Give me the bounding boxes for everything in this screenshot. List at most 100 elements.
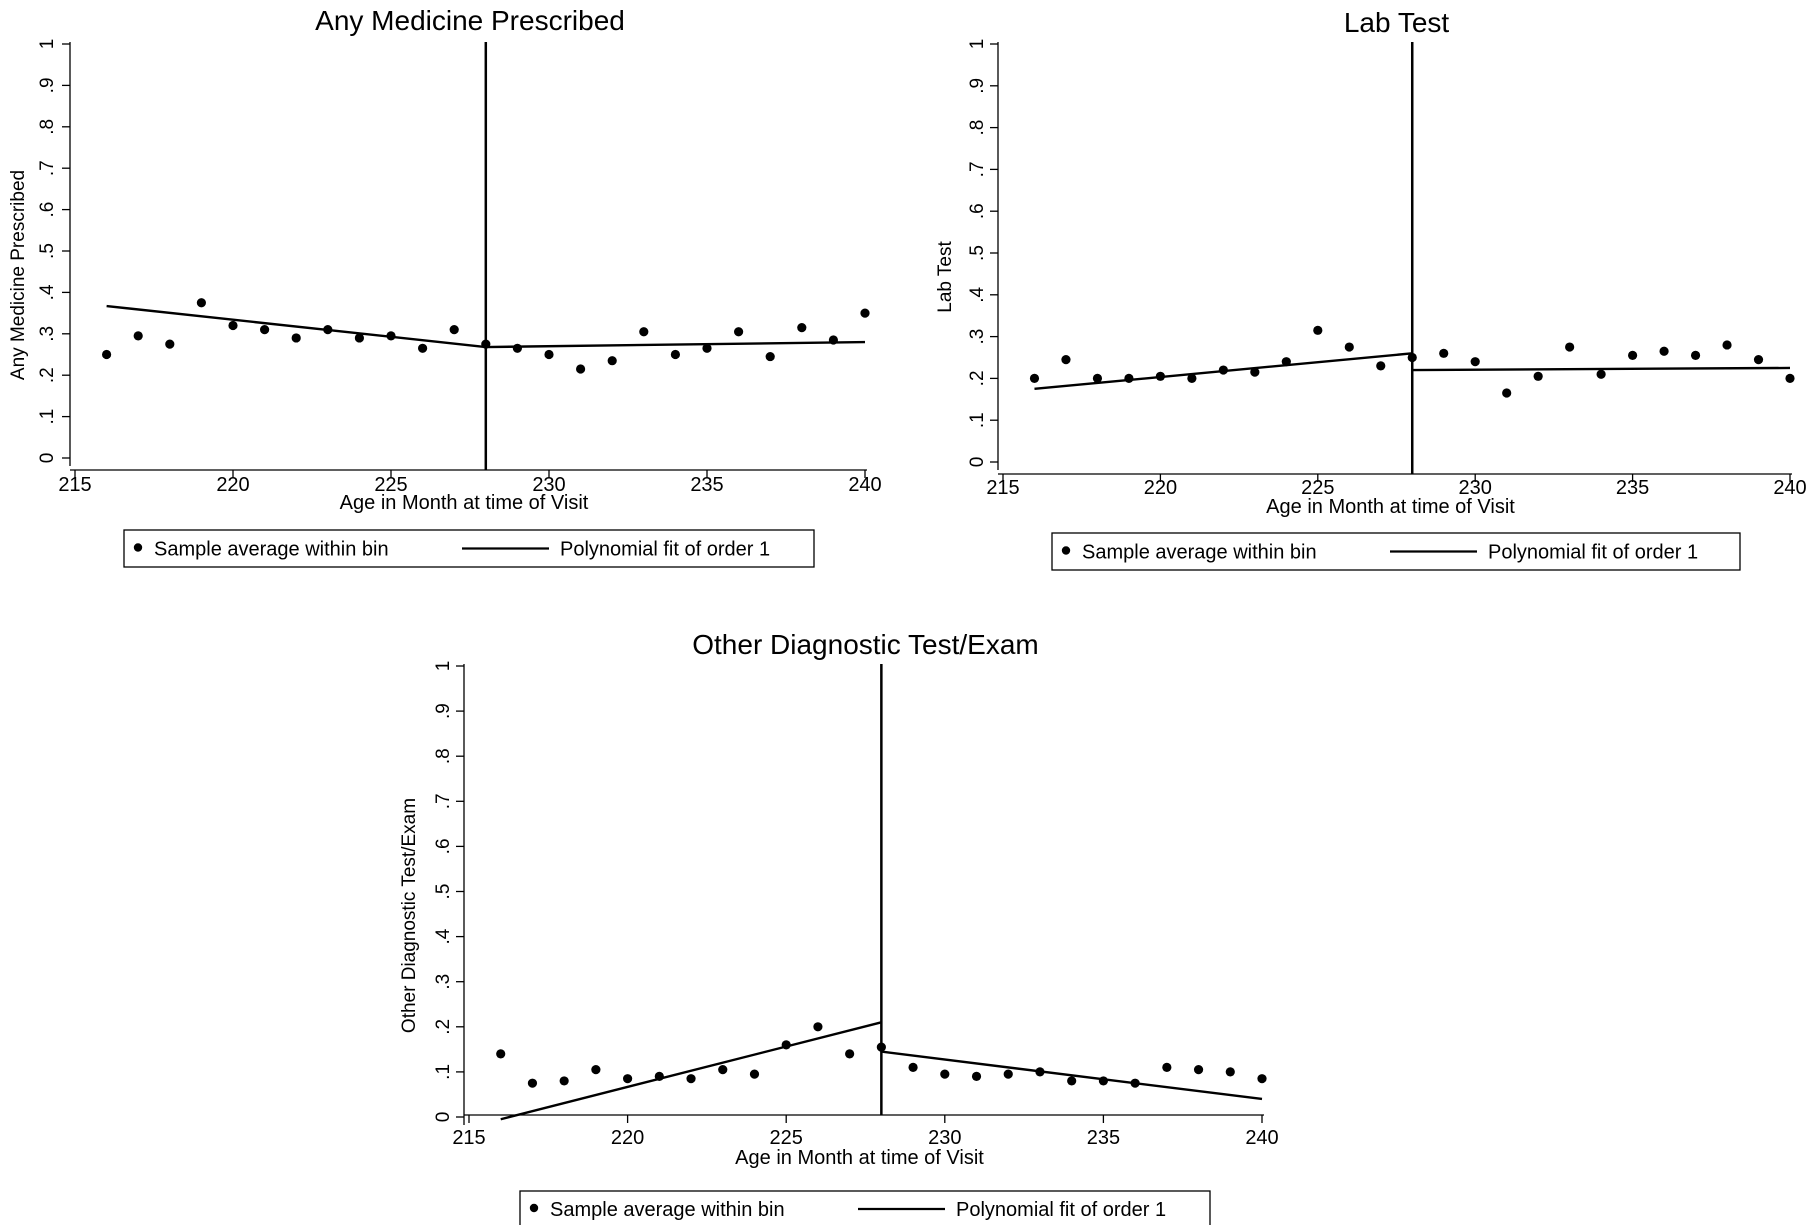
legend-label: Polynomial fit of order 1 xyxy=(1488,542,1698,564)
data-point xyxy=(1565,342,1575,352)
data-point xyxy=(1257,1074,1267,1084)
y-tick-label: .8 xyxy=(967,120,988,136)
x-tick-label: 225 xyxy=(1301,477,1334,499)
data-point xyxy=(1690,350,1701,361)
x-tick-label: 240 xyxy=(848,474,881,496)
data-point xyxy=(1785,373,1795,383)
data-point xyxy=(1407,352,1417,363)
x-tick-label: 225 xyxy=(770,1127,803,1149)
data-point xyxy=(1502,388,1512,398)
y-tick-label: .2 xyxy=(433,1019,454,1035)
x-tick-label: 235 xyxy=(1616,477,1649,499)
legend-label: Polynomial fit of order 1 xyxy=(956,1199,1166,1221)
data-point xyxy=(196,298,206,308)
data-point xyxy=(1753,354,1764,365)
data-point xyxy=(1533,371,1543,381)
fit-line xyxy=(1034,352,1413,391)
data-point xyxy=(749,1069,760,1079)
data-point xyxy=(813,1022,823,1032)
y-tick-label: .9 xyxy=(433,703,454,719)
chart-panel-2: Lab Test 0 .1 .2 .3 .4 .5 .6 .7 .8 .9 1 Lab Test 215 2… xyxy=(935,7,1807,571)
y-tick-label: .6 xyxy=(433,838,454,854)
chart-panel-1: Any Medicine Prescribed 0 .1 .2 .3 .4 .5 .6 .7 .8… xyxy=(8,5,882,568)
fit-line xyxy=(500,1021,882,1121)
data-point xyxy=(1225,1067,1235,1077)
chart-legend: Sample average within bin Polynomial fit … xyxy=(1051,532,1741,571)
data-point xyxy=(1124,373,1134,383)
data-point xyxy=(1722,340,1732,350)
fit-line xyxy=(881,1050,1263,1101)
legend-marker-point xyxy=(529,1203,539,1213)
x-tick-label: 220 xyxy=(1144,477,1177,499)
data-point xyxy=(1250,367,1260,377)
y-tick-label: .5 xyxy=(433,884,454,900)
x-tick-label: 215 xyxy=(986,477,1019,499)
data-point xyxy=(639,327,649,337)
data-point xyxy=(527,1078,538,1088)
y-tick-label: .3 xyxy=(37,326,58,342)
data-point xyxy=(1029,373,1040,383)
data-point xyxy=(1596,369,1606,379)
data-point xyxy=(354,333,364,343)
data-point xyxy=(1313,325,1323,335)
y-tick-label: .4 xyxy=(37,284,58,300)
chart-panel-3: Other Diagnostic Test/Exam 0 .1 .2 .3 .4 .5 .6.… xyxy=(399,629,1279,1225)
data-point xyxy=(765,351,775,362)
legend-label: Polynomial fit of order 1 xyxy=(560,539,770,561)
x-axis-label: Age in Month at time of Visit xyxy=(1266,496,1515,518)
chart-title: Lab Test xyxy=(1344,7,1450,38)
data-point xyxy=(1187,373,1197,383)
y-tick-label: .7 xyxy=(967,161,988,177)
x-tick-label: 240 xyxy=(1245,1127,1278,1149)
x-tick-label: 230 xyxy=(928,1127,961,1149)
legend-marker-point xyxy=(133,543,143,552)
data-point xyxy=(845,1049,855,1059)
x-axis-label: Age in Month at time of Visit xyxy=(340,492,589,514)
data-point xyxy=(670,349,681,360)
y-tick-label: .8 xyxy=(433,748,454,764)
chart-title: Any Medicine Prescribed xyxy=(315,5,625,36)
data-point xyxy=(860,308,870,318)
x-tick-label: 235 xyxy=(690,474,723,496)
chart-title: Other Diagnostic Test/Exam xyxy=(692,629,1039,660)
x-tick-label: 220 xyxy=(216,474,249,496)
y-tick-label: .2 xyxy=(967,370,988,386)
data-point xyxy=(449,325,459,335)
y-axis-label: Any Medicine Prescribed xyxy=(8,170,29,380)
data-point xyxy=(165,339,175,349)
chart-legend: Sample average within bin Polynomial fit … xyxy=(519,1190,1211,1225)
legend-label: Sample average within bin xyxy=(154,539,389,561)
x-tick-label: 215 xyxy=(58,474,91,496)
y-tick-label: .2 xyxy=(37,367,58,383)
data-point xyxy=(1628,350,1638,361)
y-tick-label: 0 xyxy=(433,1112,454,1123)
data-point xyxy=(544,349,554,360)
data-point xyxy=(1439,348,1449,358)
data-point xyxy=(940,1069,950,1079)
fit-line xyxy=(1412,366,1791,372)
data-point xyxy=(1376,361,1386,371)
data-point xyxy=(496,1049,506,1059)
y-tick-label: 1 xyxy=(967,39,988,50)
y-tick-label: .5 xyxy=(967,245,988,261)
data-point xyxy=(1659,346,1669,356)
data-point xyxy=(908,1062,918,1072)
legend-label: Sample average within bin xyxy=(1082,542,1317,564)
y-tick-label: .1 xyxy=(967,412,988,428)
data-point xyxy=(702,343,712,353)
y-axis-label: Other Diagnostic Test/Exam xyxy=(399,798,420,1033)
data-point xyxy=(1092,373,1103,383)
x-axis-label: Age in Month at time of Visit xyxy=(735,1147,984,1169)
y-tick-label: 1 xyxy=(37,39,58,50)
data-point xyxy=(1470,357,1480,367)
y-axis-label: Lab Test xyxy=(935,241,956,313)
y-tick-label: 0 xyxy=(37,453,58,464)
x-tick-label: 240 xyxy=(1773,477,1806,499)
data-point xyxy=(718,1065,728,1075)
x-tick-label: 235 xyxy=(1087,1127,1120,1149)
y-tick-label: .9 xyxy=(37,77,58,93)
y-tick-label: .3 xyxy=(433,974,454,990)
x-tick-label: 225 xyxy=(374,474,407,496)
y-tick-label: .9 xyxy=(967,78,988,94)
